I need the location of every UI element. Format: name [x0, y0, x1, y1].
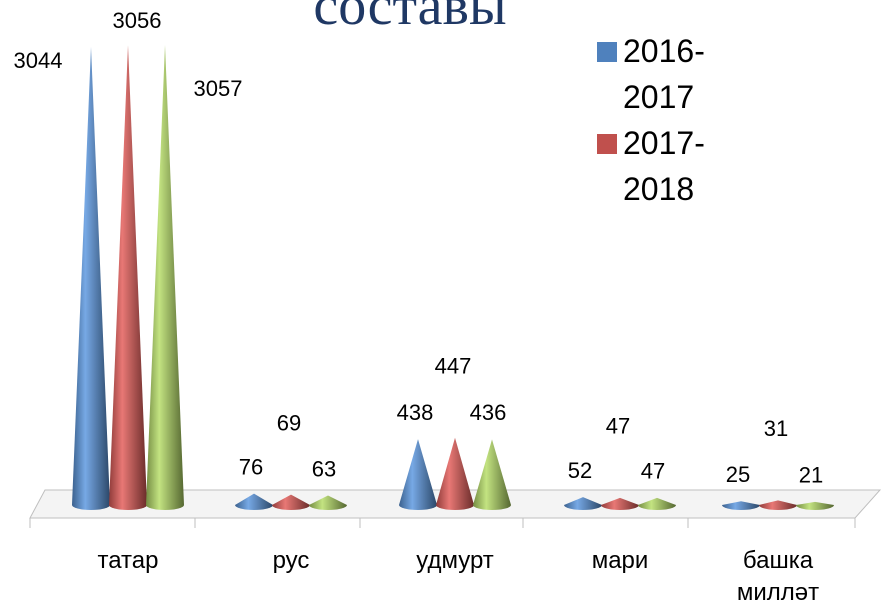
cone	[72, 46, 110, 510]
x-tick-label: татар	[97, 547, 159, 574]
cone	[759, 500, 797, 510]
legend-swatch	[597, 42, 617, 62]
cone	[399, 439, 437, 510]
cone	[146, 45, 184, 510]
value-label: 47	[641, 459, 665, 484]
value-label: 447	[435, 354, 472, 379]
legend-label: 2017-2018	[623, 125, 705, 207]
cone	[796, 501, 834, 510]
x-tick-label: удмурт	[416, 547, 494, 574]
cone	[235, 493, 273, 510]
value-label: 69	[277, 410, 301, 435]
legend-item: 2017-2018	[597, 120, 705, 212]
cone	[722, 501, 760, 510]
chart-title: составы	[313, 0, 507, 37]
value-label: 76	[239, 454, 263, 479]
x-tick-label: мари	[591, 547, 649, 574]
value-label: 21	[799, 463, 823, 488]
value-label: 3056	[113, 8, 162, 33]
cone	[272, 494, 310, 510]
legend-swatch	[597, 134, 617, 154]
value-label: 438	[397, 400, 434, 425]
cone	[564, 497, 602, 510]
cone	[436, 437, 474, 510]
value-label: 63	[312, 456, 336, 481]
legend-item: 2016-2017	[597, 28, 705, 120]
cone	[638, 497, 676, 510]
value-label: 3057	[194, 76, 243, 101]
cone	[309, 495, 347, 510]
cone	[109, 45, 147, 510]
value-label: 3044	[14, 48, 63, 73]
value-label: 436	[470, 400, 507, 425]
legend-label: 2016-2017	[623, 33, 705, 115]
value-label: 47	[606, 414, 630, 439]
value-label: 31	[764, 416, 788, 441]
cone	[473, 439, 511, 510]
x-tick-label: рус	[272, 547, 310, 574]
value-label: 25	[726, 462, 750, 487]
x-tick-label: башка миллəт	[736, 547, 820, 606]
value-label: 52	[568, 458, 592, 483]
cone	[601, 497, 639, 510]
